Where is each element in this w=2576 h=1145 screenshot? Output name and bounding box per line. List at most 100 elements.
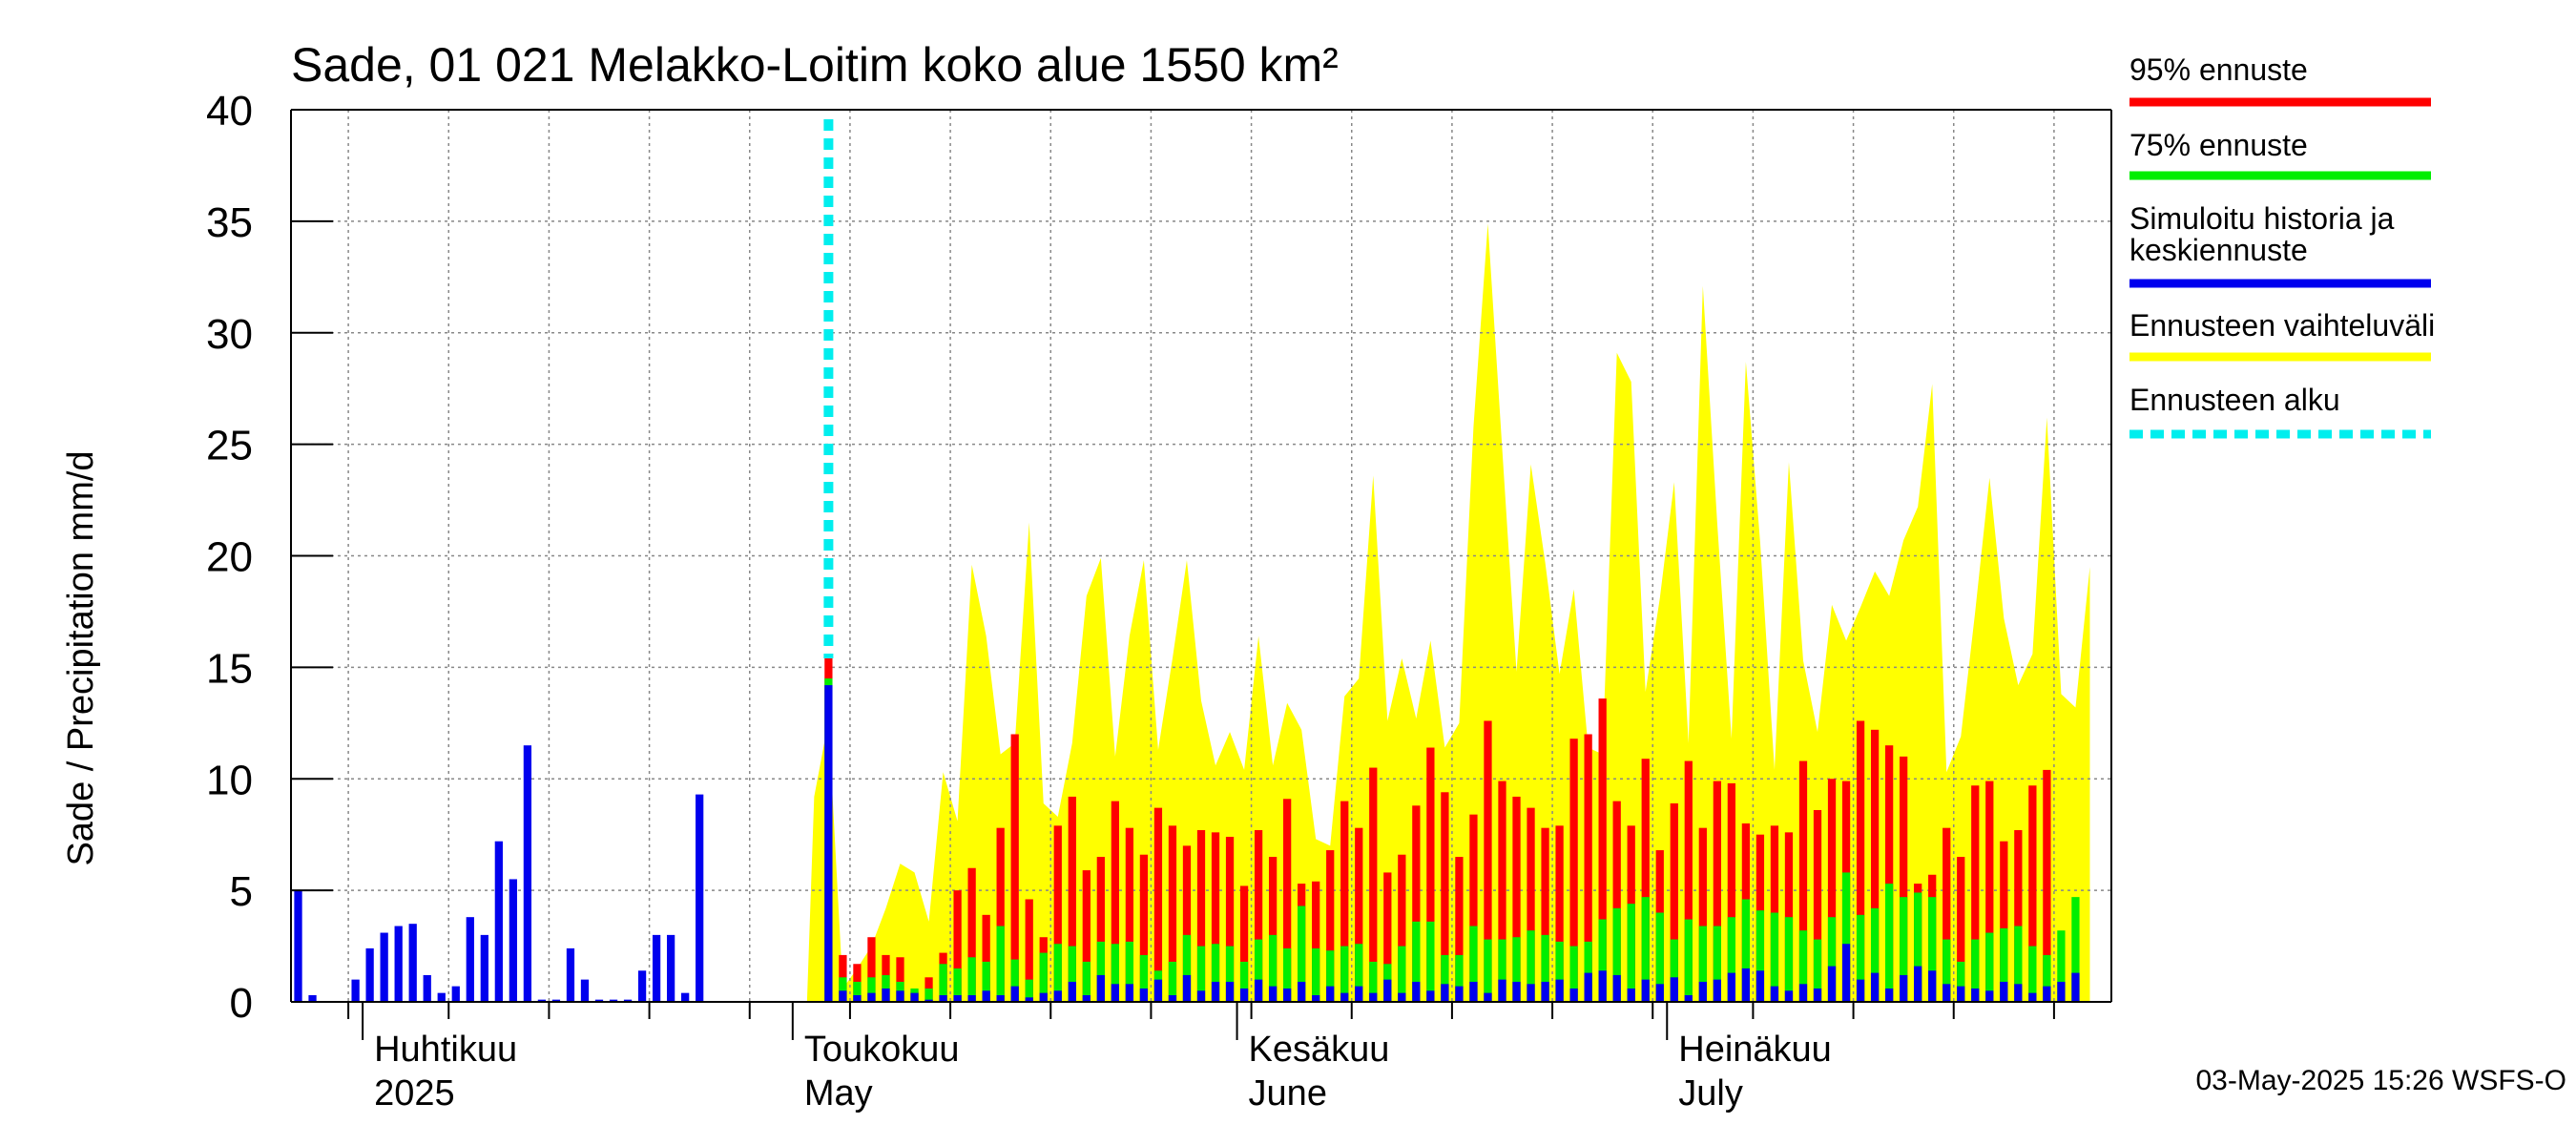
legend-label: keskiennuste <box>2129 233 2308 267</box>
forecast-bar-75 <box>1369 961 1378 1002</box>
y-tick-label: 40 <box>206 88 253 135</box>
forecast-bar-95 <box>1225 837 1235 1002</box>
forecast-bar-75 <box>1598 919 1607 1002</box>
history-bar <box>609 999 618 1002</box>
forecast-bar-95 <box>1111 801 1119 1002</box>
forecast-bar-95 <box>1182 845 1192 1002</box>
forecast-bar-75 <box>1283 947 1292 1002</box>
forecast-bar-75 <box>953 968 962 1002</box>
forecast-bar-mean <box>1741 968 1751 1002</box>
forecast-bar-75 <box>1225 946 1235 1002</box>
forecast-bar-mean <box>1426 990 1435 1002</box>
forecast-bar-mean <box>1713 979 1721 1002</box>
forecast-bar-95 <box>1010 734 1019 1002</box>
forecast-bar-mean <box>1068 981 1076 1002</box>
forecast-bar-75 <box>1139 954 1149 1002</box>
history-bar <box>652 934 661 1002</box>
forecast-bar-75 <box>1841 872 1851 1002</box>
forecast-bar-mean <box>967 994 976 1002</box>
forecast-bar-mean <box>1283 988 1292 1002</box>
forecast-bar-75 <box>1784 917 1794 1002</box>
forecast-bar-mean <box>1326 986 1335 1002</box>
forecast-bar-mean <box>1541 981 1549 1002</box>
forecast-bar-mean <box>1168 994 1177 1002</box>
forecast-bar-mean <box>1512 981 1521 1002</box>
history-bar <box>494 841 503 1002</box>
forecast-bar-95 <box>867 937 876 1002</box>
forecast-bar-95 <box>2014 830 2023 1002</box>
forecast-bar-mean <box>1441 984 1449 1002</box>
forecast-bar-mean <box>1455 986 1464 1002</box>
forecast-bar-75 <box>1096 941 1105 1002</box>
forecast-bar-75 <box>1670 939 1678 1002</box>
forecast-bar-75 <box>1612 907 1621 1002</box>
forecast-bar-95 <box>1096 857 1105 1002</box>
forecast-bar-mean <box>1369 992 1378 1002</box>
forecast-bar-95 <box>1527 807 1535 1002</box>
forecast-bar-mean <box>1900 974 1908 1002</box>
forecast-bar-mean <box>867 992 876 1002</box>
y-tick-label: 10 <box>206 757 253 803</box>
forecast-bar-75 <box>1698 926 1707 1002</box>
forecast-bar-mean <box>1856 979 1865 1002</box>
legend-label: 95% ennuste <box>2129 52 2308 87</box>
month-label: Huhtikuu <box>374 1030 517 1070</box>
forecast-bar-75 <box>2071 897 2080 1002</box>
legend-label: Ennusteen vaihteluväli <box>2129 308 2435 343</box>
history-bar <box>394 926 403 1002</box>
history-bar <box>537 999 547 1002</box>
forecast-bar-75 <box>1455 954 1464 1002</box>
forecast-bar-mean <box>910 992 919 1002</box>
forecast-bar-mean <box>1153 979 1163 1002</box>
forecast-bar-95 <box>1469 814 1478 1002</box>
forecast-bar-75 <box>1627 904 1635 1002</box>
forecast-bar-95 <box>1455 857 1464 1002</box>
forecast-bar-75 <box>1914 892 1922 1002</box>
forecast-bar-mean <box>1383 979 1392 1002</box>
forecast-bar-75 <box>2057 930 2066 1002</box>
forecast-bar-mean <box>2043 986 2051 1002</box>
forecast-bar-mean <box>2071 972 2080 1002</box>
forecast-bar-mean <box>1398 992 1406 1002</box>
forecast-bar-mean <box>1312 994 1320 1002</box>
forecast-bar-95 <box>1340 801 1349 1002</box>
forecast-bar-75 <box>1010 959 1019 1002</box>
forecast-bar-75 <box>1798 930 1808 1002</box>
history-bar <box>294 890 302 1002</box>
forecast-bar-mean <box>1798 984 1808 1002</box>
forecast-bar-mean <box>1139 988 1149 1002</box>
forecast-bar-95 <box>1971 785 1980 1002</box>
forecast-bar-95 <box>1254 830 1263 1002</box>
forecast-bar-mean <box>824 685 833 1002</box>
forecast-bar-75 <box>1082 961 1091 1002</box>
forecast-bar-75 <box>1527 930 1535 1002</box>
month-label: Heinäkuu <box>1678 1030 1832 1070</box>
forecast-bar-75 <box>1655 912 1664 1002</box>
legend-label: Ennusteen alku <box>2129 383 2340 417</box>
forecast-bar-75 <box>1484 939 1492 1002</box>
forecast-bar-95 <box>1139 854 1149 1002</box>
forecast-bar-mean <box>1211 981 1220 1002</box>
forecast-bar-95 <box>1441 792 1449 1002</box>
forecast-bar-75 <box>1196 946 1206 1002</box>
forecast-bar-95 <box>1813 809 1822 1002</box>
y-axis-label: Sade / Precipitation mm/d <box>61 450 101 865</box>
forecast-bar-75 <box>1827 917 1837 1002</box>
forecast-bar-95 <box>1125 827 1134 1002</box>
forecast-bar-95 <box>1398 854 1406 1002</box>
forecast-bar-75 <box>1957 961 1965 1002</box>
forecast-bar-75 <box>1755 910 1765 1002</box>
forecast-bar-95 <box>2028 785 2037 1002</box>
forecast-bar-95 <box>1082 870 1091 1002</box>
forecast-bar-mean <box>1484 992 1492 1002</box>
forecast-bar-75 <box>1900 897 1908 1002</box>
chart-title: Sade, 01 021 Melakko-Loitim koko alue 15… <box>291 38 1339 92</box>
forecast-bar-mean <box>996 994 1005 1002</box>
forecast-bar-95 <box>1727 782 1736 1002</box>
forecast-bar-75 <box>1971 939 1980 1002</box>
forecast-bar-mean <box>896 990 904 1002</box>
forecast-bar-95 <box>1555 825 1564 1002</box>
forecast-bar-mean <box>1196 990 1206 1002</box>
forecast-bar-75 <box>1641 897 1650 1002</box>
